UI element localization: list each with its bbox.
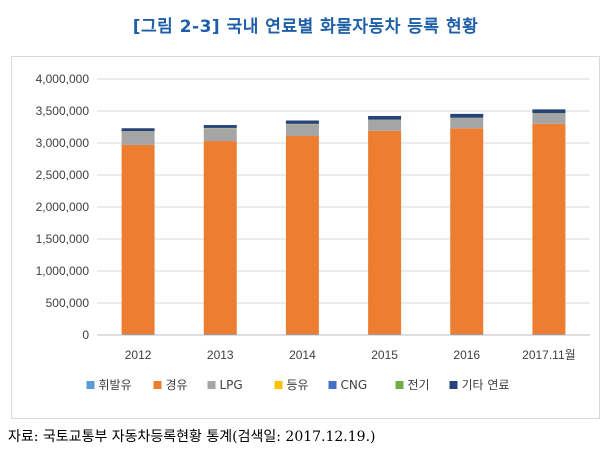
bar-segment: [203, 141, 237, 335]
bar-segment: [450, 118, 484, 129]
bar-segment: [368, 119, 402, 131]
y-tick-label: 1,500,000: [36, 232, 90, 246]
legend-label: CNG: [341, 378, 368, 392]
bar-segment: [450, 128, 484, 335]
legend-label: LPG: [220, 378, 243, 392]
legend-swatch: [395, 381, 404, 389]
legend-swatch: [274, 381, 283, 389]
bar-segment: [532, 123, 566, 335]
legend-item: LPG: [207, 378, 243, 392]
y-tick-label: 3,500,000: [36, 104, 90, 118]
y-tick-label: 3,000,000: [36, 136, 90, 150]
bar-segment: [450, 113, 484, 118]
x-tick-label: 2017.11월: [522, 348, 576, 362]
bar-segment: [532, 113, 566, 124]
y-tick-label: 2,000,000: [36, 200, 90, 214]
chart-area: 0 500,000 1,000,000 1,500,000 2,000,000 2,500…: [11, 56, 600, 419]
source-note: 자료: 국토교통부 자동차등록현황 통계(검색일: 2017.12.19.): [8, 429, 376, 445]
y-tick-label: 0: [82, 328, 89, 342]
x-tick-label: 2015: [371, 348, 398, 362]
legend-item: 기타 연료: [449, 378, 510, 392]
legend-label: 휘발유: [99, 378, 132, 392]
bar-segment: [285, 135, 319, 335]
bar-segment: [368, 130, 402, 335]
bar-segment: [121, 128, 155, 132]
bar-segment: [203, 125, 237, 128]
x-tick-label: 2012: [125, 348, 152, 362]
legend-item: 전기: [395, 378, 430, 392]
bar-segment: [532, 334, 566, 335]
y-tick-label: 500,000: [46, 296, 90, 310]
legend-swatch: [328, 381, 337, 389]
legend-item: 등유: [274, 378, 309, 392]
y-tick-label: 4,000,000: [36, 72, 90, 86]
bar-segment: [532, 109, 566, 114]
legend-label: 기타 연료: [462, 378, 510, 392]
legend-item: CNG: [328, 378, 368, 392]
legend-label: 경유: [166, 378, 188, 392]
bar-segment: [368, 334, 402, 335]
x-tick-label: 2013: [207, 348, 234, 362]
bar-segment: [285, 120, 319, 124]
bar-segment: [450, 334, 484, 335]
legend-swatch: [86, 381, 95, 389]
chart-svg: 0 500,000 1,000,000 1,500,000 2,000,000 2,500…: [36, 72, 590, 392]
legend-swatch: [153, 381, 162, 389]
y-tick-label: 2,500,000: [36, 168, 90, 182]
bar-segment: [203, 334, 237, 335]
bar-segment: [121, 131, 155, 145]
x-tick-label: 2014: [289, 348, 316, 362]
legend-label: 전기: [408, 378, 430, 392]
bar-segment: [121, 334, 155, 335]
legend-item: 경유: [153, 378, 188, 392]
legend-swatch: [449, 381, 458, 389]
bar-segment: [285, 334, 319, 335]
bar-segment: [285, 124, 319, 136]
bar-segment: [368, 115, 402, 120]
bar-segment: [121, 144, 155, 335]
legend-swatch: [207, 381, 216, 389]
chart-title: [그림 2-3] 국내 연료별 화물자동차 등록 현황: [132, 17, 479, 37]
legend-item: 휘발유: [86, 378, 132, 392]
bar-segment: [203, 128, 237, 142]
x-tick-label: 2016: [453, 348, 480, 362]
y-tick-label: 1,000,000: [36, 264, 90, 278]
legend-label: 등유: [287, 378, 309, 392]
